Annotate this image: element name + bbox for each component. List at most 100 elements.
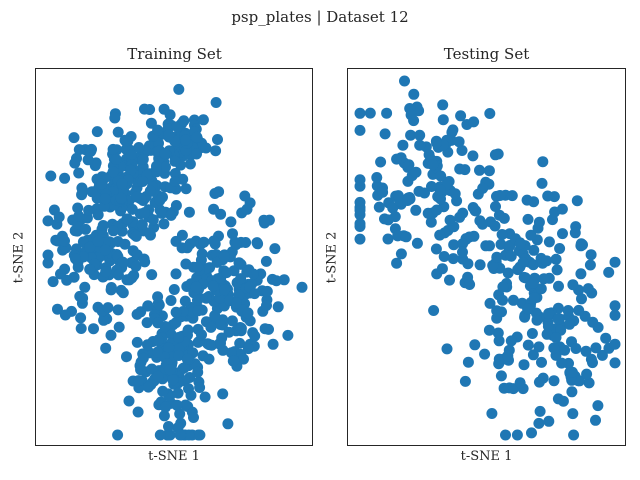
scatter-point [382, 233, 394, 245]
scatter-point [169, 155, 181, 167]
scatter-point [536, 356, 547, 368]
scatter-point [235, 273, 247, 285]
scatter-point [126, 272, 138, 284]
scatter-point [173, 350, 185, 361]
scatter-point [282, 329, 294, 341]
scatter-point [410, 204, 422, 216]
testing-scatter-plot [354, 75, 621, 441]
scatter-point [116, 178, 128, 190]
scatter-point [142, 339, 153, 351]
scatter-point [392, 230, 404, 242]
scatter-point [522, 213, 534, 225]
scatter-point [212, 134, 223, 145]
scatter-point [121, 135, 133, 147]
scatter-point [242, 307, 254, 319]
scatter-point [502, 350, 514, 362]
scatter-point [178, 362, 190, 374]
scatter-point [484, 297, 496, 309]
scatter-point [477, 218, 488, 230]
scatter-point [156, 207, 168, 219]
scatter-point [269, 243, 281, 255]
scatter-point [117, 256, 129, 268]
scatter-point [456, 145, 468, 156]
scatter-point [514, 238, 526, 250]
scatter-point [467, 202, 479, 213]
scatter-point [191, 148, 202, 160]
scatter-point [173, 332, 184, 343]
scatter-point [176, 229, 188, 241]
scatter-point [542, 190, 554, 202]
scatter-point [557, 228, 568, 240]
scatter-point [552, 313, 564, 325]
scatter-point [387, 202, 399, 214]
scatter-point [183, 429, 195, 441]
scatter-point [152, 317, 164, 329]
scatter-point [73, 144, 85, 156]
scatter-point [160, 401, 171, 413]
scatter-point [603, 266, 615, 278]
scatter-point [73, 167, 85, 179]
scatter-point [215, 337, 226, 349]
scatter-point [496, 306, 507, 318]
scatter-point [196, 329, 207, 341]
scatter-point [52, 303, 63, 315]
training-panel-title: Training Set [127, 45, 222, 63]
scatter-point [267, 338, 279, 350]
scatter-point [61, 274, 73, 286]
scatter-point [80, 223, 92, 235]
scatter-point [252, 238, 264, 250]
scatter-point [354, 124, 366, 136]
scatter-point [457, 246, 468, 258]
scatter-point [174, 429, 186, 441]
scatter-point [566, 366, 578, 378]
scatter-point [77, 292, 89, 304]
scatter-point [210, 97, 222, 108]
scatter-point [210, 145, 222, 157]
scatter-point [437, 99, 449, 111]
scatter-point [569, 227, 581, 239]
scatter-point [427, 159, 439, 171]
scatter-point [402, 195, 414, 206]
scatter-point [270, 275, 282, 287]
scatter-point [152, 124, 164, 136]
scatter-point [230, 239, 242, 251]
scatter-point [258, 214, 270, 226]
scatter-point [84, 241, 96, 253]
scatter-point [575, 268, 587, 280]
scatter-point [184, 158, 196, 170]
scatter-point [261, 285, 273, 297]
scatter-point [182, 324, 194, 336]
scatter-point [185, 389, 197, 401]
scatter-point [134, 360, 146, 372]
scatter-point [568, 429, 580, 441]
scatter-point [391, 153, 403, 165]
scatter-point [497, 281, 509, 293]
scatter-point [159, 148, 171, 159]
scatter-point [410, 166, 422, 178]
scatter-point [543, 236, 555, 248]
scatter-point [435, 170, 447, 182]
scatter-point [543, 415, 555, 427]
scatter-point [491, 251, 503, 263]
scatter-point [486, 408, 498, 419]
scatter-point [436, 263, 448, 275]
scatter-point [163, 342, 175, 354]
scatter-point [490, 201, 501, 212]
scatter-point [392, 190, 404, 202]
scatter-point [609, 300, 621, 312]
scatter-point [590, 342, 602, 354]
scatter-point [115, 192, 127, 204]
scatter-point [419, 187, 430, 199]
scatter-point [142, 300, 154, 312]
scatter-point [483, 165, 495, 177]
scatter-point [526, 427, 537, 439]
scatter-point [405, 109, 417, 121]
scatter-point [137, 176, 149, 187]
scatter-point [209, 310, 221, 322]
scatter-point [218, 250, 230, 262]
scatter-point [100, 266, 112, 278]
scatter-point [474, 164, 485, 176]
scatter-point [59, 235, 70, 247]
scatter-point [354, 218, 366, 230]
scatter-point [434, 184, 446, 196]
